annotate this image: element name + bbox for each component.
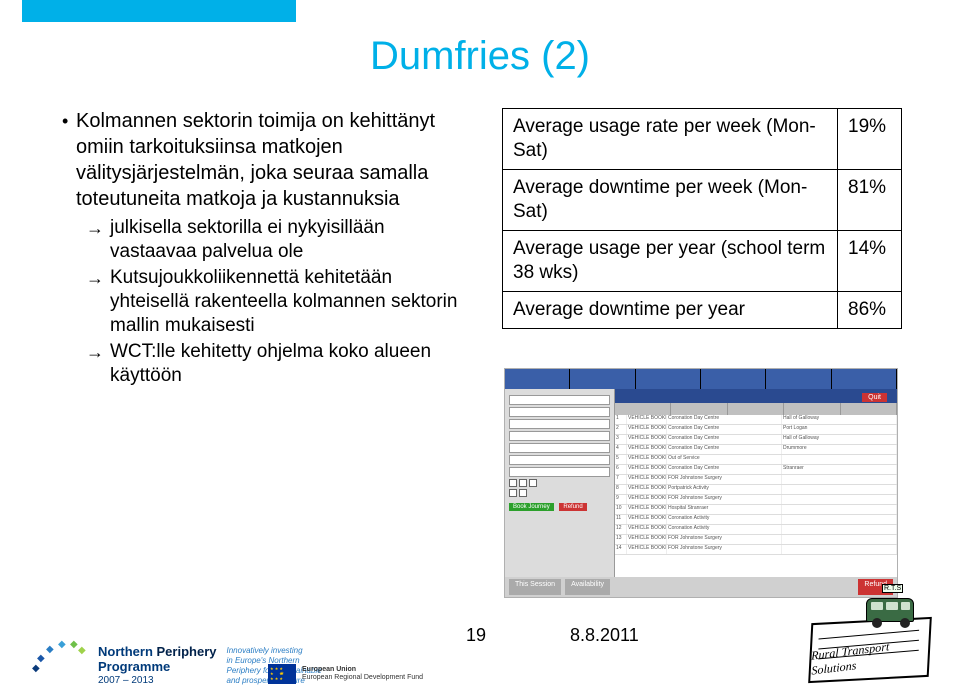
stat-label: Average usage rate per week (Mon-Sat) bbox=[503, 109, 838, 170]
arrow-icon: → bbox=[86, 340, 110, 388]
npp-text-block: Northern Periphery Programme 2007 – 2013 bbox=[98, 644, 217, 686]
stat-value: 19% bbox=[838, 109, 902, 170]
eu-flag-icon: ★ ★ ★★ ★★ ★ ★ bbox=[268, 664, 296, 684]
stat-value: 81% bbox=[838, 170, 902, 231]
sub-bullet-text: julkisella sektorilla ei nykyisillään va… bbox=[110, 216, 462, 264]
eu-line2: European Regional Development Fund bbox=[302, 674, 423, 682]
bullet-main: • Kolmannen sektorin toimija on kehittän… bbox=[62, 108, 462, 212]
screenshot-tab: Availability bbox=[565, 579, 610, 595]
stat-value: 86% bbox=[838, 292, 902, 329]
bus-icon: R.T.S bbox=[862, 590, 922, 628]
screenshot-top-tabs bbox=[505, 369, 897, 389]
screenshot-tab: This Session bbox=[509, 579, 561, 595]
book-journey-button: Book Journey bbox=[509, 503, 554, 511]
rts-logo: Rural Transport Solutions R.T.S bbox=[780, 590, 930, 680]
stat-label: Average downtime per week (Mon-Sat) bbox=[503, 170, 838, 231]
accent-bar bbox=[22, 0, 296, 22]
sub-bullet: → julkisella sektorilla ei nykyisillään … bbox=[86, 216, 462, 264]
page-number: 19 bbox=[466, 625, 486, 646]
quit-button: Quit bbox=[862, 393, 887, 402]
bullet-main-text: Kolmannen sektorin toimija on kehittänyt… bbox=[76, 108, 462, 212]
app-screenshot: Quit Book Journey Refund 1VEHICLE BOOKED… bbox=[504, 368, 898, 598]
eu-line1: European Union bbox=[302, 666, 423, 674]
npp-word: Northern bbox=[98, 644, 153, 659]
refund-form-button: Refund bbox=[559, 503, 586, 511]
arrow-icon: → bbox=[86, 216, 110, 264]
sub-bullet-list: → julkisella sektorilla ei nykyisillään … bbox=[86, 216, 462, 388]
table-row: Average downtime per year 86% bbox=[503, 292, 902, 329]
table-row: Average downtime per week (Mon-Sat) 81% bbox=[503, 170, 902, 231]
table-row: Average usage rate per week (Mon-Sat) 19… bbox=[503, 109, 902, 170]
stat-label: Average downtime per year bbox=[503, 292, 838, 329]
slide-title: Dumfries (2) bbox=[0, 34, 960, 79]
npp-word: Programme bbox=[98, 659, 170, 674]
npp-word: Periphery bbox=[157, 644, 217, 659]
arrow-icon: → bbox=[86, 266, 110, 338]
screenshot-grid: 1VEHICLE BOOKEDCoronation Day CentreHall… bbox=[615, 389, 897, 577]
sub-bullet: → Kutsujoukkoliikennettä kehitetään yhte… bbox=[86, 266, 462, 338]
eu-text: European Union European Regional Develop… bbox=[302, 666, 423, 682]
npp-title: Northern Periphery Programme bbox=[98, 644, 217, 674]
eu-block: ★ ★ ★★ ★★ ★ ★ European Union European Re… bbox=[268, 664, 423, 684]
sub-bullet: → WCT:lle kehitetty ohjelma koko alueen … bbox=[86, 340, 462, 388]
stat-value: 14% bbox=[838, 231, 902, 292]
bullet-list: • Kolmannen sektorin toimija on kehittän… bbox=[62, 108, 462, 390]
stats-table: Average usage rate per week (Mon-Sat) 19… bbox=[502, 108, 902, 329]
sub-bullet-text: WCT:lle kehitetty ohjelma koko alueen kä… bbox=[110, 340, 462, 388]
bullet-marker: • bbox=[62, 108, 76, 212]
npp-years: 2007 – 2013 bbox=[98, 675, 217, 686]
npp-arc-icon: ◆ ◆ ◆ ◆ ◆ ◆ bbox=[28, 634, 88, 686]
bus-sign: R.T.S bbox=[882, 584, 903, 593]
page-date: 8.8.2011 bbox=[570, 625, 639, 646]
sub-bullet-text: Kutsujoukkoliikennettä kehitetään yhteis… bbox=[110, 266, 462, 338]
stat-label: Average usage per year (school term 38 w… bbox=[503, 231, 838, 292]
table-row: Average usage per year (school term 38 w… bbox=[503, 231, 902, 292]
screenshot-form-panel: Book Journey Refund bbox=[505, 389, 615, 577]
slide-footer: ◆ ◆ ◆ ◆ ◆ ◆ Northern Periphery Programme… bbox=[0, 618, 960, 696]
